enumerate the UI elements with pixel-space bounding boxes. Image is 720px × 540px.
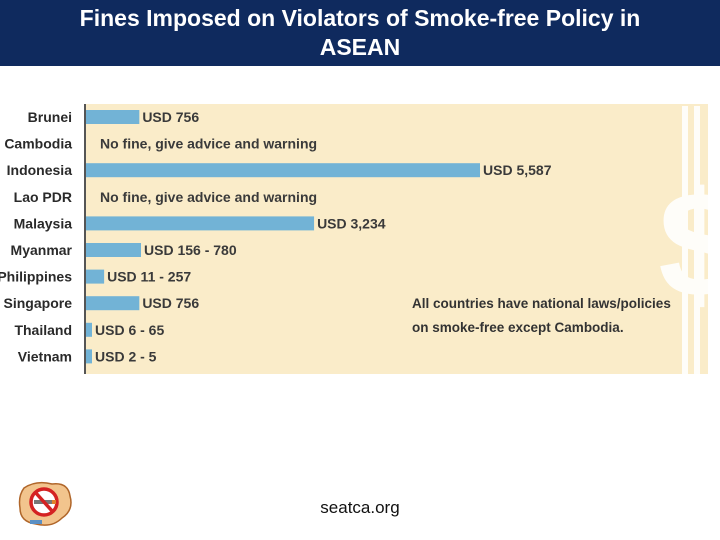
value-label-thailand: USD 6 - 65 <box>95 322 164 338</box>
value-label-lao-pdr: No fine, give advice and warning <box>100 189 317 205</box>
note-line-1: All countries have national laws/policie… <box>412 296 671 311</box>
bar-philippines <box>86 269 105 284</box>
no-smoking-logo-icon <box>16 478 74 530</box>
svg-text:$: $ <box>658 160 720 328</box>
plot-background <box>86 104 708 374</box>
note-line-2: on smoke-free except Cambodia. <box>412 320 624 335</box>
value-label-brunei: USD 756 <box>142 109 199 125</box>
bar-indonesia <box>86 163 480 178</box>
value-label-malaysia: USD 3,234 <box>317 215 386 231</box>
bar-vietnam <box>86 349 92 364</box>
category-label-singapore: Singapore <box>4 295 73 311</box>
value-label-cambodia: No fine, give advice and warning <box>100 136 317 152</box>
value-label-singapore: USD 756 <box>142 295 199 311</box>
category-label-indonesia: Indonesia <box>7 162 73 178</box>
title-line-1: Fines Imposed on Violators of Smoke-free… <box>79 5 641 31</box>
bar-thailand <box>86 322 92 337</box>
category-label-cambodia: Cambodia <box>4 136 72 152</box>
source-text: seatca.org <box>320 498 400 517</box>
dollar-sign-icon: $ <box>658 106 720 374</box>
value-label-vietnam: USD 2 - 5 <box>95 348 157 364</box>
category-label-malaysia: Malaysia <box>14 215 73 231</box>
value-label-myanmar: USD 156 - 780 <box>144 242 237 258</box>
category-label-lao-pdr: Lao PDR <box>14 189 72 205</box>
bar-brunei <box>86 110 140 124</box>
bar-singapore <box>86 296 140 311</box>
chart-svg: $ Brunei USD 756 Cambodia No fine, give adv… <box>0 104 720 374</box>
bar-myanmar <box>86 243 142 257</box>
category-label-thailand: Thailand <box>14 322 72 338</box>
category-label-vietnam: Vietnam <box>18 348 72 364</box>
value-label-indonesia: USD 5,587 <box>483 162 552 178</box>
value-label-philippines: USD 11 - 257 <box>107 269 191 285</box>
category-label-philippines: Philippines <box>0 269 72 285</box>
category-label-myanmar: Myanmar <box>11 242 73 258</box>
fines-chart: $ Brunei USD 756 Cambodia No fine, give adv… <box>0 96 720 378</box>
title-line-2: ASEAN <box>319 34 401 60</box>
category-label-brunei: Brunei <box>28 109 72 125</box>
bar-malaysia <box>86 216 315 231</box>
page-title: Fines Imposed on Violators of Smoke-free… <box>0 0 720 66</box>
